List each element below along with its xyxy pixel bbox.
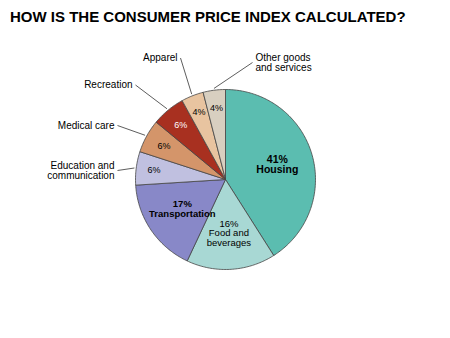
svg-text:Education andcommunication: Education andcommunication xyxy=(47,160,114,181)
svg-text:Apparel: Apparel xyxy=(143,52,177,63)
svg-text:6%: 6% xyxy=(174,120,187,130)
svg-text:16%Food andbeverages: 16%Food andbeverages xyxy=(207,218,252,248)
svg-text:Other goodsand services: Other goodsand services xyxy=(256,52,312,73)
svg-text:Recreation: Recreation xyxy=(84,79,132,90)
svg-text:17%Transportation: 17%Transportation xyxy=(149,198,216,219)
svg-text:Medical care: Medical care xyxy=(58,120,115,131)
svg-text:6%: 6% xyxy=(157,141,170,151)
html-text:HOW IS THE CONSUMER PRICE INDE: HOW IS THE CONSUMER PRICE INDEX CALCULAT… xyxy=(10,8,406,25)
svg-text:6%: 6% xyxy=(148,165,161,175)
svg-text:4%: 4% xyxy=(192,107,205,117)
svg-text:4%: 4% xyxy=(210,103,223,113)
svg-text:41%Housing: 41%Housing xyxy=(256,153,298,176)
